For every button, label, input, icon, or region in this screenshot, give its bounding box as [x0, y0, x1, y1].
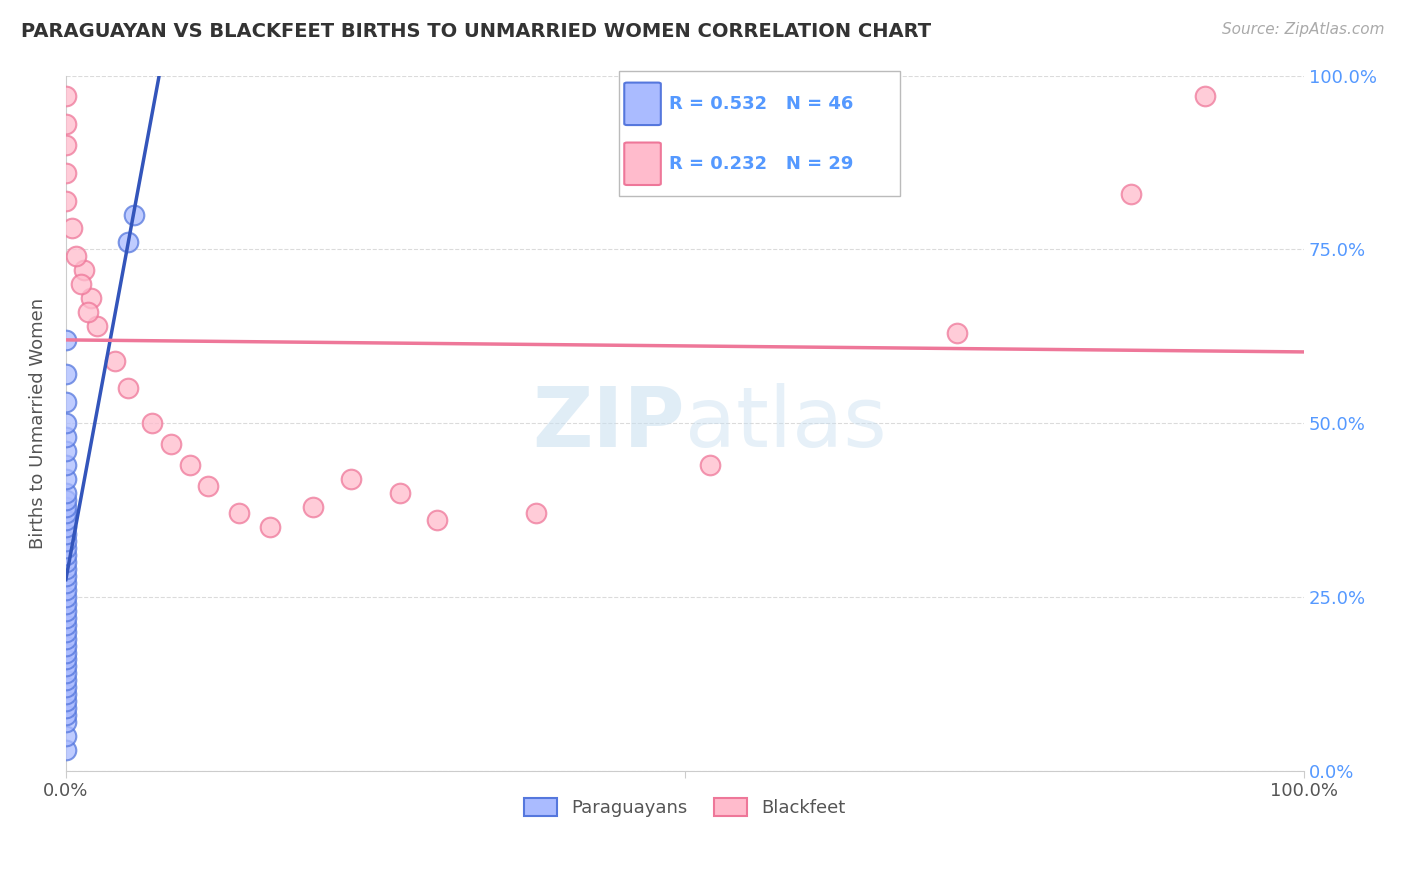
- Point: [55, 500, 77, 514]
- Point: [55, 548, 77, 562]
- Point: [1194, 89, 1216, 103]
- Point: [86, 318, 108, 333]
- Point: [55, 395, 77, 409]
- Point: [69, 277, 91, 291]
- Point: [65, 249, 87, 263]
- Point: [55, 430, 77, 444]
- Point: [55, 617, 77, 632]
- Point: [426, 513, 449, 527]
- Text: ZIP: ZIP: [533, 383, 685, 464]
- Point: [55, 639, 77, 653]
- Point: [55, 89, 77, 103]
- Text: Source: ZipAtlas.com: Source: ZipAtlas.com: [1222, 22, 1385, 37]
- Point: [55, 590, 77, 604]
- Point: [77, 305, 100, 319]
- Text: R = 0.532   N = 46: R = 0.532 N = 46: [669, 95, 853, 112]
- Point: [141, 416, 163, 430]
- Point: [55, 562, 77, 576]
- Point: [55, 701, 77, 715]
- Point: [55, 708, 77, 723]
- Point: [946, 326, 969, 340]
- Point: [55, 652, 77, 666]
- FancyBboxPatch shape: [619, 71, 900, 196]
- Point: [55, 646, 77, 660]
- Point: [55, 333, 77, 347]
- Point: [104, 353, 127, 368]
- Legend: Paraguayans, Blackfeet: Paraguayans, Blackfeet: [517, 790, 853, 824]
- Point: [55, 659, 77, 673]
- Text: PARAGUAYAN VS BLACKFEET BIRTHS TO UNMARRIED WOMEN CORRELATION CHART: PARAGUAYAN VS BLACKFEET BIRTHS TO UNMARR…: [21, 22, 931, 41]
- Point: [259, 520, 281, 534]
- Point: [55, 604, 77, 618]
- Point: [73, 263, 96, 277]
- Point: [55, 611, 77, 625]
- Point: [55, 194, 77, 208]
- Point: [179, 458, 201, 472]
- FancyBboxPatch shape: [624, 143, 661, 185]
- Point: [55, 444, 77, 458]
- Point: [55, 743, 77, 757]
- Point: [55, 507, 77, 521]
- Point: [55, 673, 77, 688]
- Point: [55, 166, 77, 180]
- Point: [55, 569, 77, 583]
- Point: [55, 492, 77, 507]
- Point: [55, 680, 77, 694]
- Point: [55, 729, 77, 743]
- Point: [55, 714, 77, 729]
- Point: [55, 416, 77, 430]
- Point: [55, 666, 77, 681]
- Point: [55, 632, 77, 646]
- Point: [122, 208, 145, 222]
- Point: [55, 624, 77, 639]
- Point: [55, 534, 77, 549]
- Point: [228, 507, 250, 521]
- Point: [302, 500, 325, 514]
- Point: [79, 291, 101, 305]
- Point: [1119, 186, 1142, 201]
- Point: [55, 513, 77, 527]
- Point: [60, 221, 83, 235]
- Point: [55, 576, 77, 591]
- Point: [55, 582, 77, 597]
- Point: [55, 458, 77, 472]
- FancyBboxPatch shape: [624, 83, 661, 125]
- Point: [55, 555, 77, 569]
- Point: [55, 694, 77, 708]
- Point: [55, 687, 77, 701]
- Y-axis label: Births to Unmarried Women: Births to Unmarried Women: [30, 298, 46, 549]
- Point: [55, 520, 77, 534]
- Point: [55, 117, 77, 131]
- Point: [117, 235, 139, 250]
- Text: R = 0.232   N = 29: R = 0.232 N = 29: [669, 155, 853, 173]
- Point: [339, 472, 361, 486]
- Point: [55, 541, 77, 556]
- Text: atlas: atlas: [685, 383, 887, 464]
- Point: [55, 527, 77, 541]
- Point: [55, 597, 77, 611]
- Point: [699, 458, 721, 472]
- Point: [197, 478, 219, 492]
- Point: [160, 437, 183, 451]
- Point: [117, 381, 139, 395]
- Point: [524, 507, 547, 521]
- Point: [55, 138, 77, 153]
- Point: [55, 485, 77, 500]
- Point: [55, 368, 77, 382]
- Point: [55, 472, 77, 486]
- Point: [389, 485, 412, 500]
